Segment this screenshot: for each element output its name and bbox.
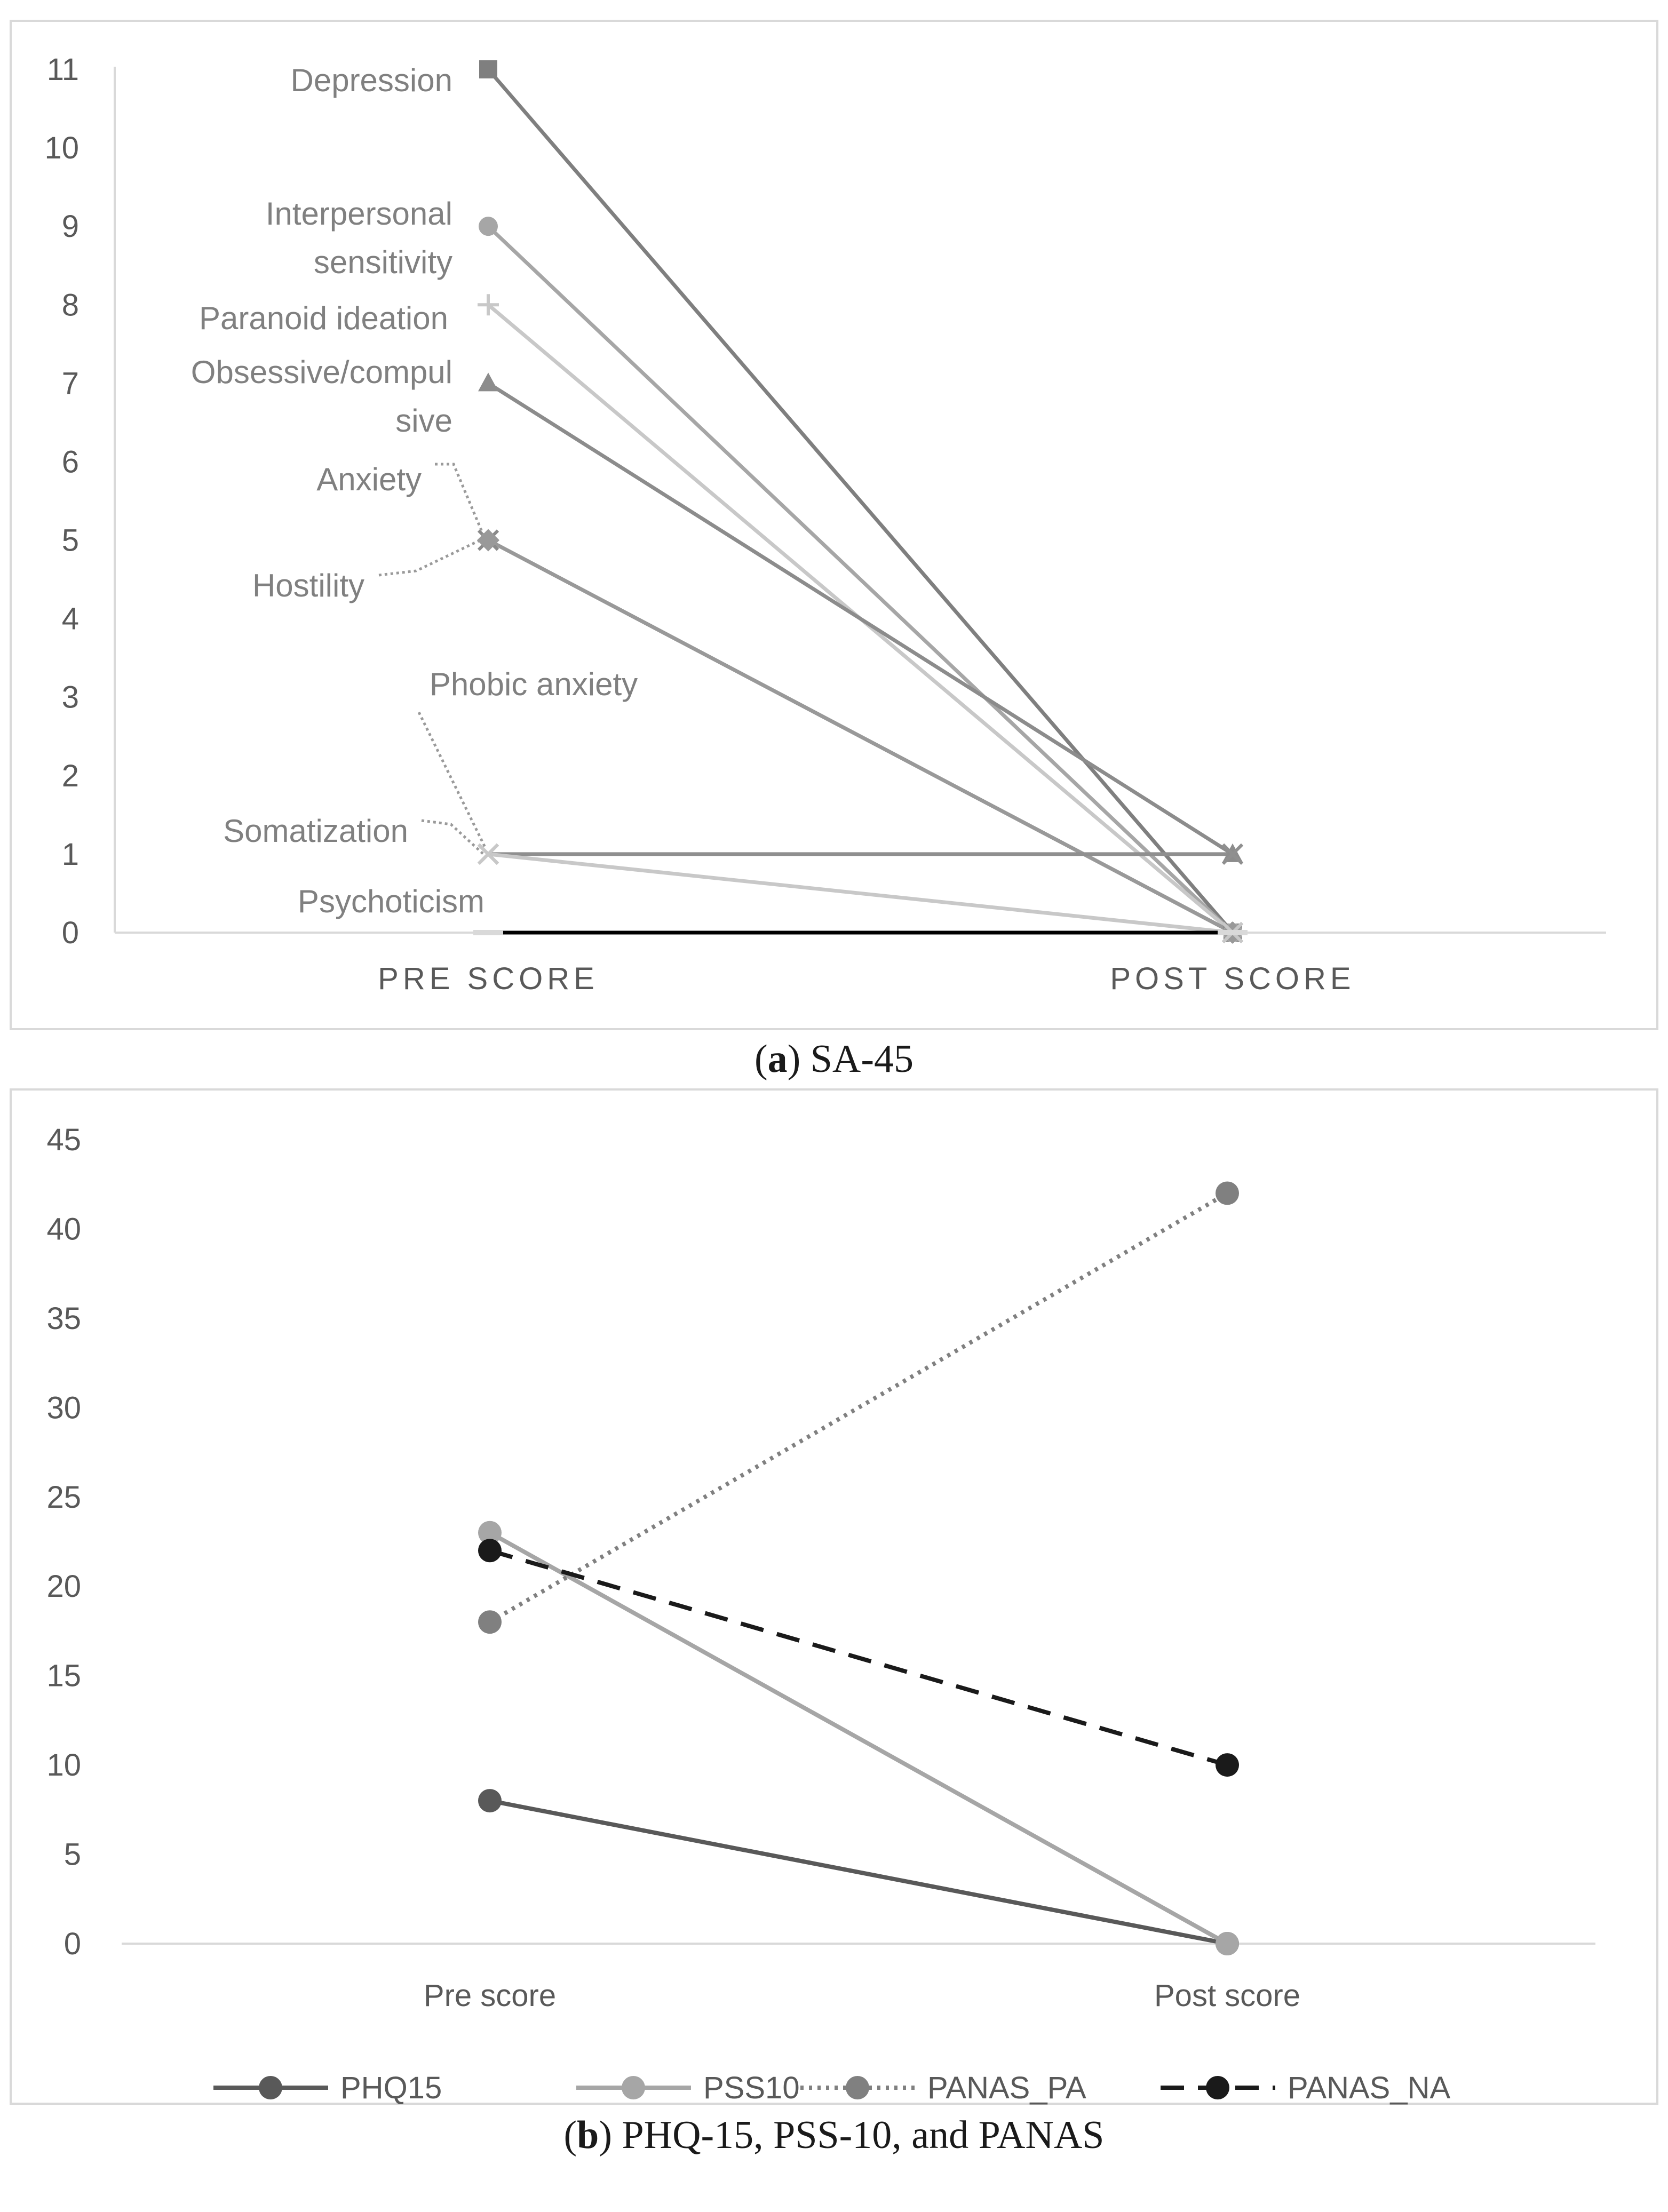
caption-a-text: SA-45	[800, 1037, 914, 1081]
a-point-somatization-0-d2	[477, 843, 499, 865]
a-series-label-anxiety: Anxiety	[316, 462, 422, 497]
caption-a-letter: a	[767, 1037, 788, 1081]
b-point-panas-pa-0	[478, 1610, 502, 1634]
b-point-panas-pa-1	[1216, 1181, 1239, 1205]
b-y-tick-label: 20	[46, 1569, 81, 1604]
a-series-label-phobic-anxiety: Phobic anxiety	[430, 666, 638, 702]
a-series-label-hostility: Hostility	[252, 568, 364, 603]
legend-item-panas-pa: PANAS_PA	[800, 2071, 1086, 2105]
a-point-interpersonal-sensitivity-0-shape	[479, 217, 498, 236]
a-series-label-somatization: Somatization	[223, 813, 408, 849]
legend-swatch-marker	[259, 2076, 282, 2099]
b-y-tick-label: 10	[46, 1748, 81, 1783]
legend-item-phq15: PHQ15	[213, 2071, 442, 2105]
a-y-tick-label: 3	[62, 680, 79, 715]
b-y-tick-label: 25	[46, 1480, 81, 1515]
a-series-line-somatization	[488, 852, 1233, 935]
legend-label: PANAS_NA	[1288, 2071, 1450, 2105]
b-point-panas-na-0	[478, 1539, 502, 1563]
a-x-tick-label: PRE SCORE	[378, 961, 599, 996]
b-point-panas-na-1	[1216, 1753, 1239, 1777]
a-series-line-depression	[487, 68, 1234, 934]
a-point-depression-0-shape	[479, 60, 497, 78]
a-point-obsessive-compulsive-0	[478, 372, 498, 392]
a-point-phobic-anxiety-1	[1221, 843, 1244, 865]
caption-b: (b) PHQ-15, PSS-10, and PANAS	[563, 2113, 1105, 2157]
b-point-pss10-1	[1216, 1932, 1239, 1955]
a-series-line-hostility	[487, 538, 1234, 935]
a-point-obsessive-compulsive-0-shape	[478, 372, 498, 392]
legend-swatch-marker	[622, 2076, 645, 2099]
a-series-label-interpersonal-sensitivity: Interpersonal	[266, 196, 452, 232]
a-series-label-obsessive-compulsive: sive	[395, 403, 452, 439]
a-point-paranoid-ideation-0	[478, 294, 499, 316]
b-y-tick-label: 40	[46, 1212, 81, 1246]
b-y-tick-label: 5	[64, 1837, 81, 1872]
b-series-line-panas-pa	[488, 1191, 1229, 1624]
a-series-line-interpersonal-sensitivity	[487, 225, 1234, 934]
a-series-label-depression: Depression	[291, 62, 453, 98]
a-point-interpersonal-sensitivity-0	[479, 217, 498, 236]
b-series-line-pss10	[489, 1531, 1228, 1946]
a-point-phobic-anxiety-1-d2	[1221, 843, 1244, 865]
legend-item-pss10: PSS10	[576, 2071, 800, 2105]
a-leader-phobic-anxiety	[417, 711, 487, 849]
a-y-tick-label: 5	[62, 523, 79, 558]
a-y-tick-label: 11	[47, 52, 79, 87]
b-y-tick-label: 0	[64, 1927, 81, 1961]
a-point-depression-0	[479, 60, 497, 78]
a-y-tick-label: 8	[62, 288, 79, 322]
b-series-line-phq15	[489, 1799, 1228, 1946]
b-y-tick-label: 15	[46, 1659, 81, 1693]
a-series-label-paranoid-ideation: Paranoid ideation	[199, 300, 448, 336]
a-series-line-obsessive-compulsive	[487, 381, 1234, 856]
a-series-label-obsessive-compulsive: Obsessive/compul	[191, 354, 452, 390]
a-y-tick-label: 4	[62, 602, 79, 636]
b-y-tick-label: 35	[46, 1301, 81, 1336]
legend-item-panas-na: PANAS_NA	[1161, 2071, 1450, 2105]
a-y-tick-label: 9	[62, 209, 79, 244]
b-point-phq15-0	[478, 1789, 502, 1813]
a-y-tick-label: 10	[44, 131, 79, 165]
b-y-tick-label: 45	[46, 1123, 81, 1157]
a-point-somatization-0	[477, 843, 499, 865]
b-y-tick-label: 30	[46, 1390, 81, 1425]
a-series-label-interpersonal-sensitivity: sensitivity	[314, 244, 452, 280]
chart-panel-phq-pss-panas	[10, 1088, 1658, 2105]
a-leader-anxiety	[435, 463, 486, 538]
legend-label: PSS10	[703, 2071, 800, 2105]
a-series-label-psychoticism: Psychoticism	[298, 884, 484, 919]
a-y-tick-label: 2	[62, 759, 79, 793]
b-x-tick-label: Post score	[1154, 1978, 1300, 2013]
a-y-tick-label: 0	[62, 916, 79, 950]
legend-swatch-marker	[846, 2076, 869, 2099]
b-x-tick-label: Pre score	[424, 1978, 556, 2013]
a-leader-somatization	[421, 819, 484, 855]
caption-b-text: PHQ-15, PSS-10, and PANAS	[611, 2113, 1105, 2157]
caption-a: (a) SA-45	[754, 1037, 914, 1081]
a-y-tick-label: 6	[62, 444, 79, 479]
legend-swatch-marker	[1206, 2076, 1229, 2099]
a-y-tick-label: 7	[62, 366, 79, 401]
legend-label: PANAS_PA	[927, 2071, 1086, 2105]
b-series-line-panas-na	[489, 1548, 1228, 1767]
a-y-tick-label: 1	[62, 837, 79, 872]
a-leader-hostility	[378, 537, 484, 577]
chart-panel-sa45	[10, 20, 1658, 1030]
caption-b-letter: b	[577, 2113, 599, 2157]
a-x-tick-label: POST SCORE	[1110, 961, 1355, 996]
b-point-pss10-0	[478, 1521, 502, 1545]
legend-label: PHQ15	[340, 2071, 442, 2105]
